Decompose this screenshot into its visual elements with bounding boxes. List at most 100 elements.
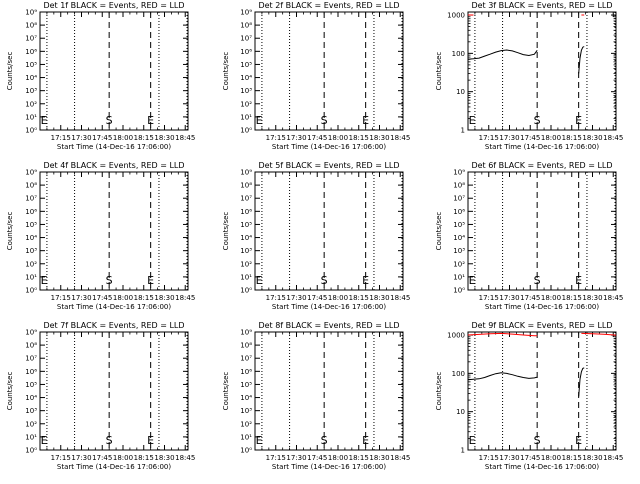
y-tick-label: 10³ — [240, 87, 252, 95]
x-tick-label: 18:30 — [582, 294, 602, 302]
y-tick-label: 10⁸ — [453, 182, 465, 190]
y-tick-label: 10⁷ — [240, 355, 252, 363]
y-axis-label: Counts/sec — [6, 372, 14, 411]
event-marker-s: S — [321, 274, 328, 287]
y-tick-label: 10⁴ — [25, 74, 37, 82]
event-marker-e: E — [147, 434, 154, 447]
y-tick-label: 10⁷ — [240, 195, 252, 203]
event-marker-e: E — [362, 434, 369, 447]
x-axis-label: Start Time (14-Dec-16 17:06:00) — [272, 303, 386, 311]
y-tick-label: 10¹ — [453, 273, 465, 281]
x-tick-label: 17:45 — [520, 134, 540, 142]
y-axis-label: Counts/sec — [222, 212, 230, 251]
y-tick-label: 10⁰ — [240, 287, 252, 295]
x-axis-label: Start Time (14-Dec-16 17:06:00) — [485, 463, 599, 471]
y-tick-label: 10⁸ — [240, 182, 252, 190]
y-tick-label: 10⁶ — [453, 208, 465, 216]
y-tick-label: 100 — [452, 370, 465, 378]
y-tick-label: 10⁸ — [240, 22, 252, 30]
x-tick-label: 18:00 — [328, 454, 348, 462]
series-line-events — [467, 49, 538, 60]
plot-frame — [467, 11, 617, 131]
y-tick-label: 10² — [240, 420, 252, 428]
x-tick-label: 18:15 — [349, 454, 369, 462]
y-axis-label: Counts/sec — [435, 372, 443, 411]
x-tick-label: 17:30 — [286, 134, 306, 142]
y-tick-label: 10⁷ — [25, 195, 37, 203]
x-axis-label: Start Time (14-Dec-16 17:06:00) — [57, 463, 171, 471]
y-tick-label: 10⁹ — [240, 329, 252, 337]
y-tick-label: 10⁵ — [25, 381, 37, 389]
event-marker-e: E — [147, 274, 154, 287]
x-tick-label: 18:15 — [562, 134, 582, 142]
x-axis-label: Start Time (14-Dec-16 17:06:00) — [485, 303, 599, 311]
x-tick-label: 18:00 — [541, 134, 561, 142]
y-tick-label: 10⁴ — [25, 394, 37, 402]
x-tick-label: 17:15 — [266, 294, 286, 302]
y-tick-label: 10³ — [25, 87, 37, 95]
x-tick-label: 18:00 — [113, 134, 133, 142]
x-tick-label: 17:30 — [71, 454, 91, 462]
x-tick-label: 18:30 — [154, 294, 174, 302]
x-tick-label: 17:15 — [266, 454, 286, 462]
y-tick-label: 10² — [25, 260, 37, 268]
series-line-events — [467, 372, 538, 381]
y-tick-label: 10³ — [240, 247, 252, 255]
event-marker-e: E — [362, 274, 369, 287]
x-tick-label: 18:00 — [541, 294, 561, 302]
x-tick-label: 18:15 — [349, 134, 369, 142]
panel-title: Det 5f BLACK = Events, RED = LLD — [258, 161, 399, 170]
x-tick-label: 18:30 — [154, 134, 174, 142]
y-tick-label: 10⁹ — [25, 329, 37, 337]
y-tick-label: 10⁵ — [25, 61, 37, 69]
x-tick-label: 17:45 — [307, 134, 327, 142]
y-tick-label: 10⁶ — [240, 48, 252, 56]
y-tick-label: 10 — [456, 88, 465, 96]
x-tick-label: 17:45 — [307, 294, 327, 302]
y-tick-label: 10⁴ — [240, 234, 252, 242]
event-marker-e: E — [469, 434, 476, 447]
y-tick-label: 10¹ — [240, 433, 252, 441]
event-marker-s: S — [106, 434, 113, 447]
panel-title: Det 6f BLACK = Events, RED = LLD — [471, 161, 612, 170]
x-axis-label: Start Time (14-Dec-16 17:06:00) — [57, 143, 171, 151]
x-tick-label: 17:30 — [499, 294, 519, 302]
y-tick-label: 10³ — [453, 247, 465, 255]
x-tick-label: 18:45 — [175, 294, 195, 302]
x-tick-label: 18:00 — [113, 454, 133, 462]
y-tick-label: 10⁹ — [453, 169, 465, 177]
y-tick-label: 1000 — [447, 12, 465, 20]
y-tick-label: 10⁷ — [453, 195, 465, 203]
x-tick-label: 18:45 — [390, 294, 410, 302]
x-tick-label: 18:30 — [582, 134, 602, 142]
y-tick-label: 10² — [25, 420, 37, 428]
x-tick-label: 18:45 — [603, 134, 623, 142]
series-line-events — [578, 46, 585, 74]
x-tick-label: 18:15 — [349, 294, 369, 302]
y-tick-label: 10¹ — [25, 273, 37, 281]
plot-frame — [467, 331, 617, 451]
y-tick-label: 10³ — [25, 247, 37, 255]
y-tick-label: 100 — [452, 50, 465, 58]
event-marker-e: E — [575, 274, 582, 287]
x-tick-label: 18:15 — [134, 294, 154, 302]
y-tick-label: 10⁹ — [25, 169, 37, 177]
y-axis-label: Counts/sec — [435, 212, 443, 251]
plot-frame — [39, 11, 189, 131]
y-tick-label: 10⁵ — [240, 381, 252, 389]
y-tick-label: 10⁴ — [453, 234, 465, 242]
y-tick-label: 10⁸ — [25, 342, 37, 350]
x-tick-label: 17:45 — [92, 294, 112, 302]
event-marker-s: S — [534, 434, 541, 447]
y-tick-label: 10⁰ — [25, 447, 37, 455]
x-axis-label: Start Time (14-Dec-16 17:06:00) — [57, 303, 171, 311]
x-tick-label: 17:15 — [51, 134, 71, 142]
panel-title: Det 2f BLACK = Events, RED = LLD — [258, 1, 399, 10]
y-tick-label: 10⁶ — [240, 368, 252, 376]
y-tick-label: 10⁵ — [240, 61, 252, 69]
x-tick-label: 17:15 — [479, 454, 499, 462]
series-line-lld — [581, 332, 617, 336]
y-tick-label: 10⁸ — [25, 182, 37, 190]
